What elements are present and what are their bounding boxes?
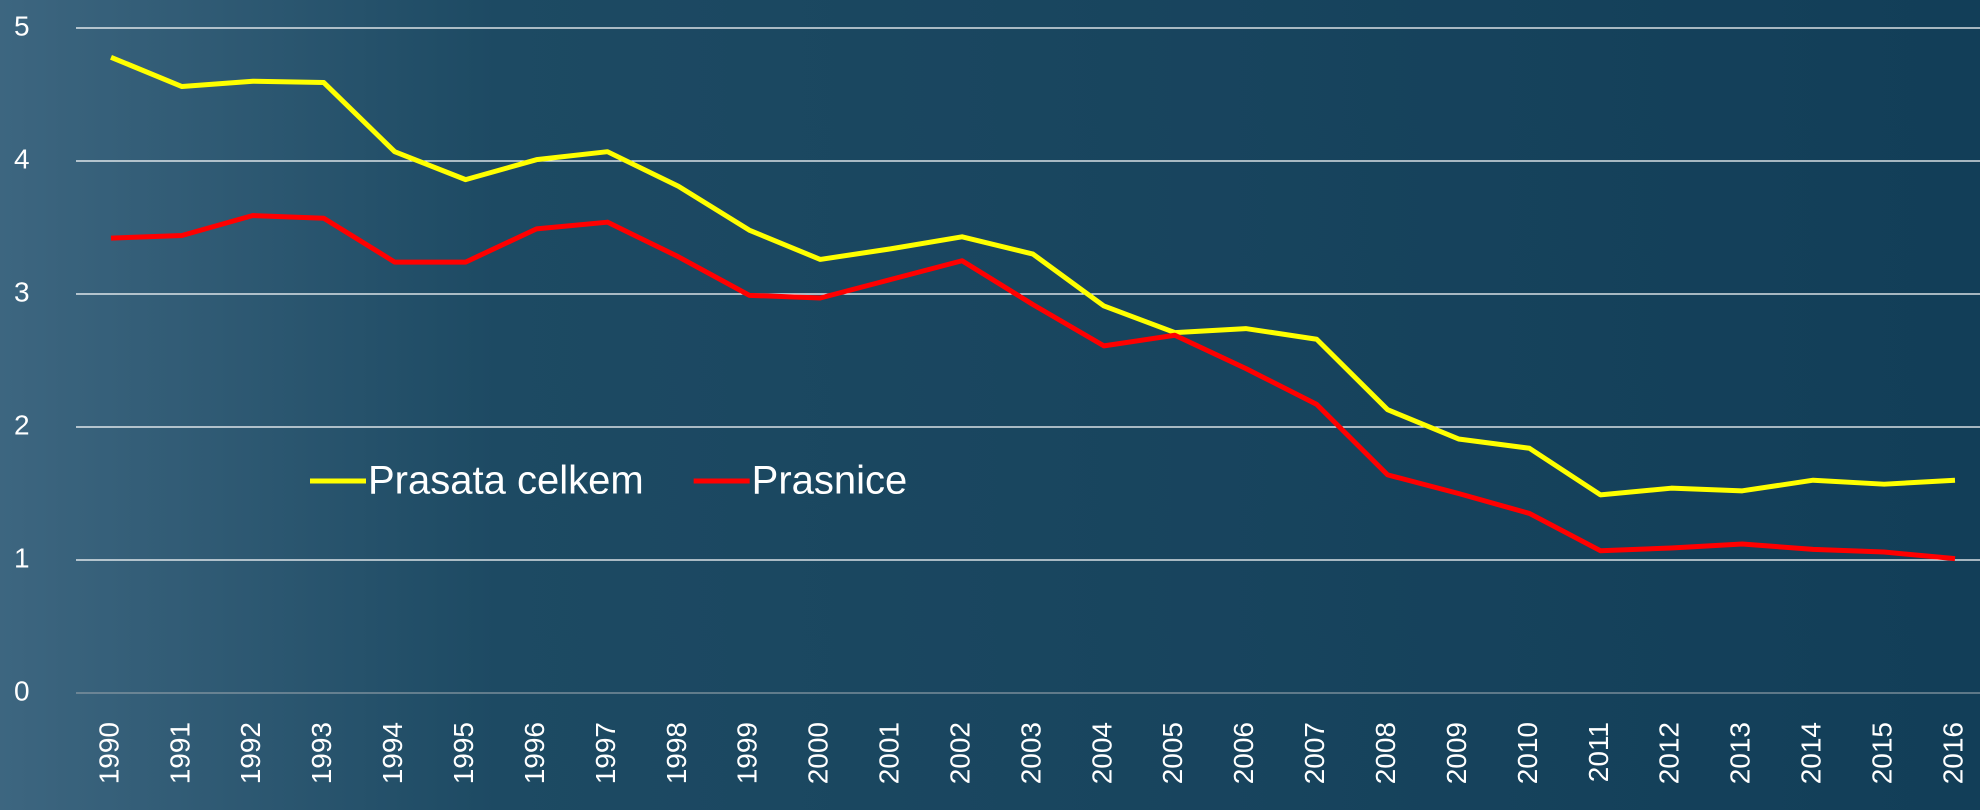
- x-tick-label: 2000: [803, 722, 834, 784]
- y-tick-label: 3: [14, 276, 30, 307]
- y-tick-label: 2: [14, 409, 30, 440]
- x-tick-label: 2007: [1299, 722, 1330, 784]
- x-tick-label: 2016: [1937, 722, 1968, 784]
- x-tick-label: 2012: [1654, 722, 1685, 784]
- x-tick-label: 2011: [1583, 722, 1614, 782]
- x-tick-label: 2005: [1157, 722, 1188, 784]
- x-tick-label: 2003: [1015, 722, 1046, 784]
- x-tick-label: 2002: [944, 722, 975, 784]
- x-tick-label: 1997: [590, 722, 621, 784]
- x-tick-label: 2008: [1370, 722, 1401, 784]
- x-tick-label: 1994: [377, 722, 408, 784]
- x-tick-label: 1991: [164, 722, 195, 784]
- y-tick-label: 1: [14, 542, 30, 573]
- x-tick-label: 2009: [1441, 722, 1472, 784]
- y-tick-label: 4: [14, 143, 30, 174]
- y-tick-label: 0: [14, 675, 30, 706]
- series-line: [110, 54, 1956, 498]
- x-tick-label: 1992: [235, 722, 266, 784]
- y-tick-label: 5: [14, 10, 30, 41]
- x-tick-label: 2013: [1725, 722, 1756, 784]
- x-tick-label: 1990: [93, 722, 124, 784]
- legend-label: Prasnice: [752, 459, 908, 503]
- x-tick-label: 1993: [306, 722, 337, 784]
- x-tick-label: 2015: [1866, 722, 1897, 784]
- x-tick-label: 2010: [1512, 722, 1543, 784]
- x-tick-label: 1996: [519, 722, 550, 784]
- legend-label: Prasata celkem: [368, 459, 644, 503]
- x-tick-label: 1998: [661, 722, 692, 784]
- x-tick-label: 1999: [732, 722, 763, 784]
- x-tick-label: 2004: [1086, 722, 1117, 784]
- x-tick-label: 2014: [1796, 722, 1827, 784]
- series-line: [110, 213, 1956, 562]
- x-tick-label: 2006: [1228, 722, 1259, 784]
- x-tick-label: 1995: [448, 722, 479, 784]
- x-tick-label: 2001: [874, 722, 905, 784]
